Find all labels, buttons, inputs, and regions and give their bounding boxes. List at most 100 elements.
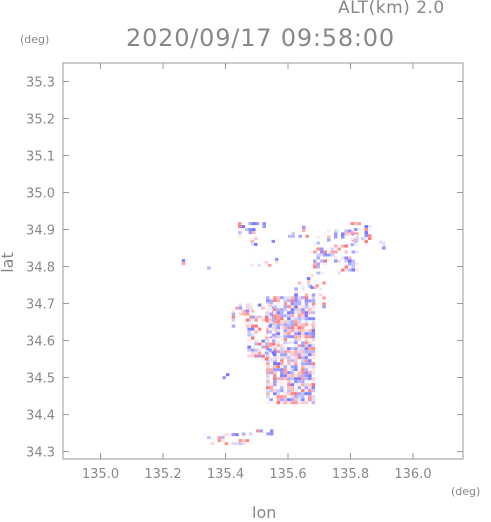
data-cell [290, 320, 295, 324]
data-cell [344, 250, 348, 254]
data-cell [308, 377, 312, 381]
data-cell [322, 305, 326, 309]
data-cell [257, 327, 262, 331]
data-cell [290, 398, 295, 402]
data-cell [280, 347, 284, 351]
data-cell [264, 312, 269, 316]
y-tick-labels: 34.3 34.4 34.5 34.6 34.7 34.8 34.9 35.0 35.1 35.2… [26, 76, 55, 461]
data-cell [308, 299, 312, 303]
data-cell [283, 353, 288, 357]
data-cell [318, 287, 323, 291]
data-cell [268, 309, 272, 313]
data-cell [304, 374, 309, 378]
data-cell [302, 228, 306, 232]
data-cell [287, 356, 291, 360]
data-cell [271, 336, 276, 340]
data-cell [264, 345, 269, 349]
data-cell [308, 341, 312, 345]
data-cell [351, 259, 355, 263]
data-cell [269, 386, 274, 390]
data-cell [354, 228, 358, 232]
data-cell [280, 308, 284, 312]
data-cell [330, 247, 334, 251]
plot-frame [62, 62, 464, 460]
data-cell [294, 383, 298, 387]
data-cell [320, 262, 324, 266]
data-cell [351, 268, 355, 272]
data-cell [269, 401, 274, 405]
data-cell [294, 377, 298, 381]
data-cell [301, 341, 305, 345]
data-cell [268, 306, 272, 310]
data-cell [287, 296, 291, 300]
data-cell [290, 332, 295, 336]
data-cell [224, 433, 229, 437]
data-cell [348, 265, 352, 269]
data-cell [344, 256, 348, 260]
data-cell [294, 341, 298, 345]
data-cell [273, 305, 277, 309]
data-cell [308, 392, 312, 396]
x-unit-label: (deg) [451, 485, 481, 498]
data-cell [283, 347, 288, 351]
data-cell [311, 302, 316, 306]
data-cell [351, 262, 355, 266]
data-cell [290, 335, 295, 339]
data-cell [264, 303, 269, 307]
data-cell [361, 237, 365, 241]
data-cell [311, 368, 316, 372]
data-cell [250, 324, 255, 328]
data-cell [276, 380, 281, 384]
data-cell [344, 235, 348, 239]
data-cell [311, 317, 316, 321]
data-cell [280, 311, 284, 315]
data-cell [290, 329, 295, 333]
data-cell [354, 240, 358, 244]
data-cell [378, 240, 383, 244]
data-cell [250, 345, 255, 349]
data-cell [287, 323, 291, 327]
data-cell [269, 359, 274, 363]
data-cell [231, 309, 236, 313]
data-cell [257, 351, 262, 355]
data-cell [255, 222, 259, 226]
data-cell [280, 377, 284, 381]
x-tick-label: 135.8 [332, 467, 369, 482]
data-cell [350, 243, 354, 247]
data-cell [287, 368, 291, 372]
data-cell [301, 317, 305, 321]
data-cell [294, 365, 298, 369]
x-axis-label: lon [252, 503, 277, 522]
data-cell [290, 326, 295, 330]
data-cell [301, 329, 305, 333]
y-tick-label: 35.0 [26, 187, 55, 202]
data-cell [242, 439, 246, 443]
data-cell [294, 389, 298, 393]
y-tick-label: 34.6 [26, 335, 55, 350]
data-cell [273, 311, 277, 315]
data-cell [266, 374, 270, 378]
data-cell [248, 228, 252, 232]
data-cell [235, 442, 239, 446]
data-cell [350, 231, 354, 235]
data-cell [280, 296, 284, 300]
data-cell [264, 336, 269, 340]
data-cell [323, 262, 327, 266]
data-cell [311, 359, 316, 363]
data-cell [297, 362, 302, 366]
data-cell [273, 398, 277, 402]
data-cell [305, 234, 309, 238]
data-cell [295, 228, 299, 232]
data-cell [323, 259, 327, 263]
data-cell [294, 371, 298, 375]
data-cell [304, 344, 309, 348]
data-cell [308, 347, 312, 351]
data-cell [276, 296, 281, 300]
data-cell [245, 439, 250, 443]
y-tick-label: 34.7 [26, 298, 55, 313]
data-cell [341, 268, 345, 272]
data-cell [255, 225, 259, 229]
data-cell [297, 326, 302, 330]
data-cell [287, 317, 291, 321]
data-cell [273, 296, 277, 300]
